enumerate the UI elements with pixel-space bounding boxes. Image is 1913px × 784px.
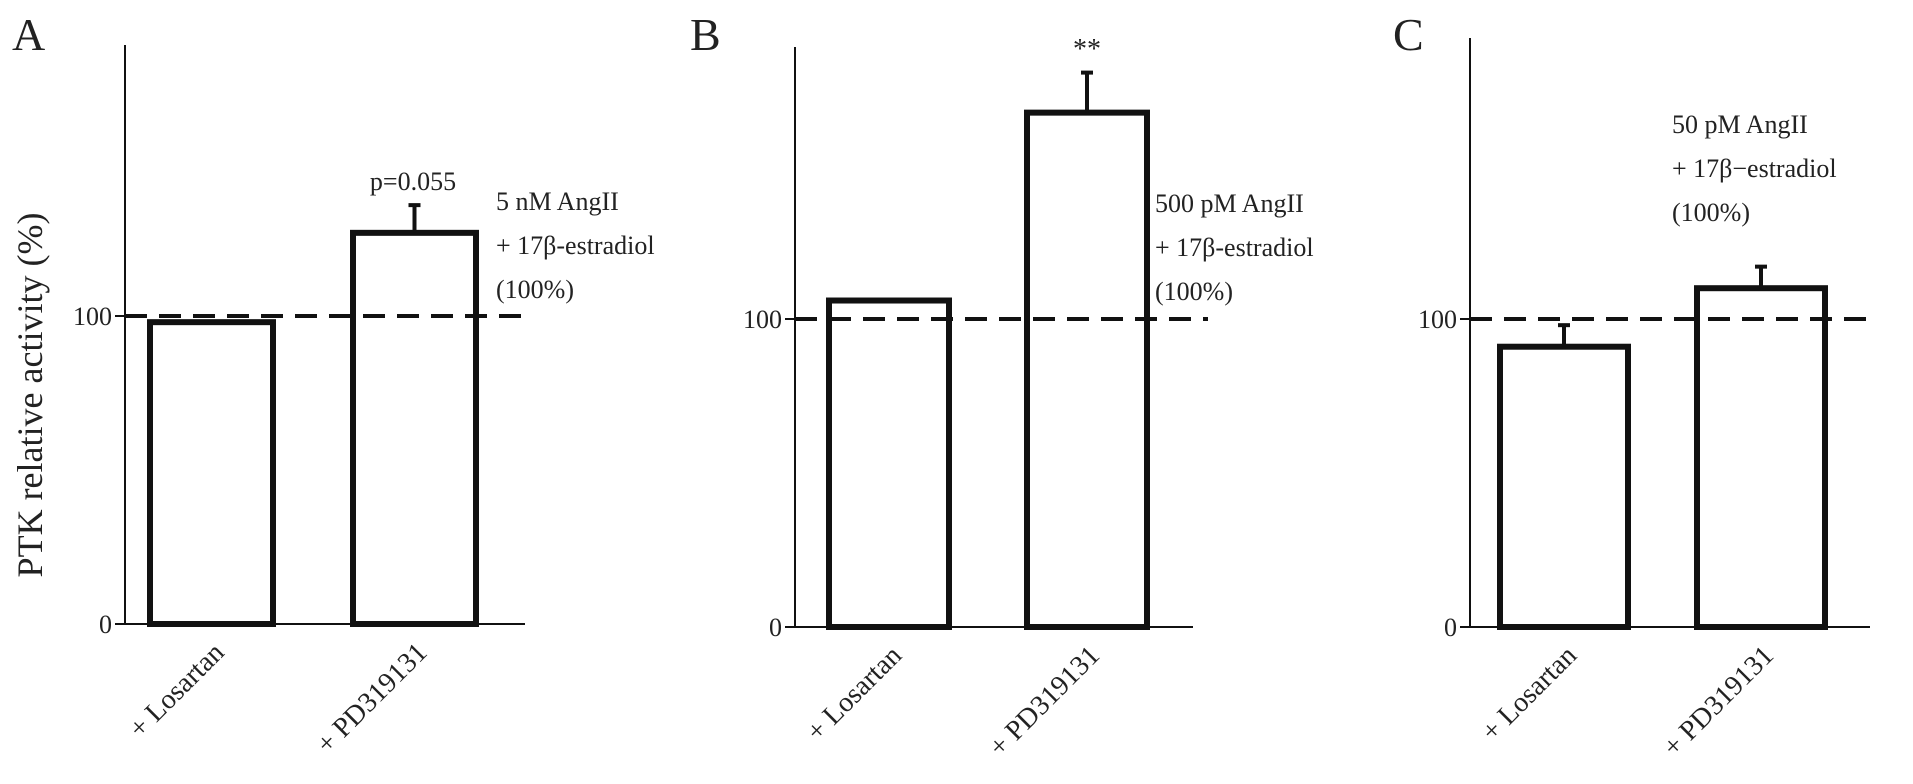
- bar: [350, 229, 479, 627]
- category-label: + Losartan: [801, 640, 908, 747]
- condition-annotation: + 17β-estradiol: [496, 231, 655, 260]
- condition-annotation: (100%): [1672, 198, 1750, 227]
- significance-label: p=0.055: [370, 167, 456, 196]
- y-tick-label: 0: [769, 613, 782, 642]
- category-label: + PD319131: [983, 640, 1106, 763]
- category-label: + PD319131: [1657, 640, 1780, 763]
- condition-annotation: (100%): [496, 275, 574, 304]
- y-tick-label: 100: [743, 305, 782, 334]
- category-label: + Losartan: [123, 637, 230, 744]
- y-tick-label: 0: [99, 610, 112, 639]
- bar: [1024, 109, 1150, 630]
- y-axis-label: PTK relative activity (%): [10, 213, 50, 578]
- condition-annotation: + 17β-estradiol: [1155, 233, 1314, 262]
- panel-a: A 0 100 + Losartan + PD319131 p=0.055 5 nM Ang…: [12, 9, 655, 760]
- condition-annotation: (100%): [1155, 277, 1233, 306]
- panel-letter: B: [690, 9, 721, 60]
- category-label: + Losartan: [1476, 640, 1583, 747]
- condition-annotation: 5 nM AngII: [496, 187, 619, 216]
- bar: [1694, 285, 1828, 630]
- chart-panels: A 0 100 + Losartan + PD319131 p=0.055 5 nM Ang…: [12, 9, 1872, 763]
- y-tick-label: 100: [73, 302, 112, 331]
- panel-c: C 0 100 + Losartan + PD319131 50 pM AngII + 17…: [1393, 9, 1872, 763]
- bar: [1497, 343, 1631, 630]
- condition-annotation: + 17β−estradiol: [1672, 154, 1837, 183]
- panel-letter: C: [1393, 9, 1424, 60]
- category-label: + PD319131: [311, 637, 434, 760]
- y-tick-label: 0: [1444, 613, 1457, 642]
- significance-label: **: [1073, 34, 1101, 65]
- y-tick-label: 100: [1418, 305, 1457, 334]
- panel-b: B 0 100 + Losartan + PD319131 ** 500 pM AngII +…: [690, 9, 1314, 763]
- condition-annotation: 500 pM AngII: [1155, 189, 1304, 218]
- condition-annotation: 50 pM AngII: [1672, 110, 1808, 139]
- bar: [826, 297, 952, 630]
- bar: [147, 319, 276, 627]
- panel-letter: A: [12, 9, 45, 60]
